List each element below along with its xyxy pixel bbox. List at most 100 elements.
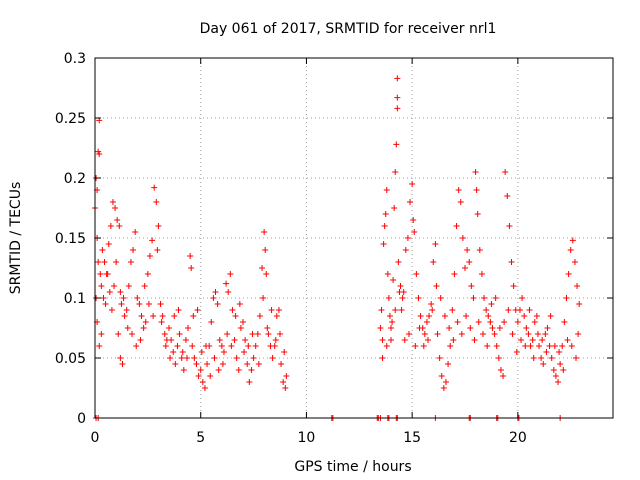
data-point xyxy=(232,313,239,319)
data-point xyxy=(446,325,453,331)
x-axis-label: GPS time / hours xyxy=(294,459,411,475)
data-point xyxy=(471,337,478,343)
data-point xyxy=(565,271,572,277)
y-tick-label: 0 xyxy=(77,411,86,427)
data-point xyxy=(559,343,566,349)
data-point xyxy=(434,331,441,337)
data-point xyxy=(489,325,496,331)
data-point xyxy=(445,361,452,367)
data-point xyxy=(153,199,160,205)
data-point xyxy=(392,169,399,175)
data-point xyxy=(268,307,275,313)
data-point xyxy=(101,259,108,265)
data-point xyxy=(155,223,162,229)
data-point xyxy=(214,301,221,307)
data-point xyxy=(236,301,243,307)
data-point xyxy=(540,361,547,367)
data-point xyxy=(207,373,214,379)
data-point xyxy=(483,307,490,313)
data-point xyxy=(167,355,174,361)
data-point xyxy=(95,259,102,265)
data-point xyxy=(388,337,394,343)
data-point xyxy=(115,331,122,337)
data-point xyxy=(526,307,533,313)
data-point xyxy=(105,241,112,247)
data-point xyxy=(384,271,391,277)
data-point xyxy=(183,355,190,361)
data-point xyxy=(417,313,424,319)
data-point xyxy=(505,307,512,313)
y-axis-label: SRMTID / TECUs xyxy=(8,182,24,295)
data-point xyxy=(240,319,246,325)
data-point xyxy=(421,331,428,337)
data-point xyxy=(415,295,422,301)
data-point xyxy=(472,169,479,175)
data-point xyxy=(223,280,230,287)
data-point xyxy=(103,271,110,277)
data-point xyxy=(187,253,194,259)
data-point xyxy=(275,307,282,313)
data-point xyxy=(175,307,182,313)
data-point xyxy=(386,313,393,319)
data-point xyxy=(479,331,486,337)
y-tick-label: 0.05 xyxy=(55,351,86,367)
y-tick-label: 0.15 xyxy=(55,231,86,247)
data-point xyxy=(395,259,402,265)
data-point xyxy=(137,337,144,343)
data-point xyxy=(138,313,145,319)
data-point xyxy=(179,349,186,355)
data-point xyxy=(265,331,272,337)
data-point xyxy=(119,361,126,367)
data-point xyxy=(212,289,219,295)
data-point xyxy=(567,247,574,253)
data-point xyxy=(264,325,271,331)
data-point xyxy=(124,325,131,331)
data-point xyxy=(263,271,270,277)
data-point xyxy=(470,295,477,301)
data-point xyxy=(117,289,124,295)
data-point xyxy=(563,295,570,301)
data-point xyxy=(250,355,257,361)
data-point xyxy=(495,355,502,361)
data-point xyxy=(514,319,521,325)
data-point xyxy=(125,283,132,289)
data-point xyxy=(487,319,494,325)
data-point xyxy=(244,361,251,367)
data-point xyxy=(113,259,120,265)
data-point xyxy=(491,331,498,337)
data-point xyxy=(425,337,431,343)
data-point xyxy=(420,343,427,349)
data-point xyxy=(555,379,562,385)
x-tick-label: 10 xyxy=(298,430,316,446)
data-point xyxy=(278,361,285,367)
data-point xyxy=(576,301,583,307)
data-point xyxy=(467,325,474,331)
data-point xyxy=(96,343,103,349)
data-point xyxy=(430,259,437,265)
data-point xyxy=(492,295,499,301)
data-point xyxy=(404,235,411,241)
data-point xyxy=(509,331,516,337)
data-point xyxy=(282,385,289,391)
data-point xyxy=(412,343,419,349)
data-point xyxy=(405,331,412,337)
data-point xyxy=(102,301,109,307)
data-point xyxy=(521,313,528,319)
data-point xyxy=(199,379,206,385)
data-point xyxy=(195,373,202,379)
data-point xyxy=(423,319,430,325)
data-point xyxy=(442,379,449,385)
data-point xyxy=(485,313,492,319)
data-point xyxy=(383,187,390,193)
data-point xyxy=(437,295,444,301)
data-point xyxy=(449,307,456,313)
data-point xyxy=(488,301,495,307)
data-point xyxy=(176,331,183,337)
data-point xyxy=(463,313,470,319)
data-point xyxy=(388,325,394,331)
data-point xyxy=(401,337,408,343)
data-point xyxy=(536,343,542,349)
data-point xyxy=(171,313,178,319)
data-point xyxy=(99,247,106,253)
data-point xyxy=(224,331,231,337)
